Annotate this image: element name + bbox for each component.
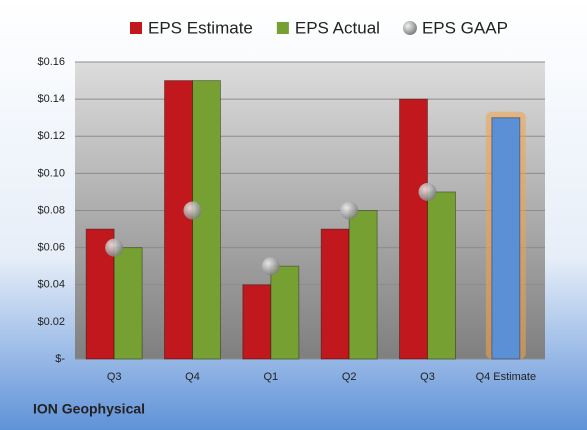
legend-marker [276, 22, 289, 34]
x-tick-label: Q4 [185, 371, 200, 383]
bar [320, 228, 350, 360]
gaap-marker [105, 238, 124, 257]
x-tick-label: Q2 [342, 371, 357, 383]
bar [113, 247, 143, 360]
bar [348, 210, 378, 360]
bar [85, 228, 115, 360]
gaap-marker [340, 201, 359, 220]
gaap-marker [183, 201, 202, 220]
bar [192, 80, 221, 360]
y-tick-label: $0.06 [37, 242, 65, 254]
legend-marker [402, 21, 417, 35]
y-tick-label: $0.16 [37, 56, 65, 68]
legend-label: EPS Actual [295, 18, 380, 37]
legend-label: EPS GAAP [422, 18, 508, 37]
x-tick-label: Q1 [263, 371, 278, 383]
x-tick-label: Q3 [107, 371, 122, 383]
bar [491, 117, 521, 360]
gaap-marker [418, 182, 437, 201]
x-tick-label: Q3 [420, 371, 435, 383]
y-tick-label: $- [55, 353, 65, 365]
y-tick-label: $0.04 [37, 279, 65, 291]
bar [399, 98, 428, 360]
bar [270, 265, 300, 360]
y-tick-label: $0.14 [37, 93, 65, 105]
bar [164, 80, 193, 360]
gaap-marker [261, 257, 280, 276]
footer: ION Geophysical [33, 401, 145, 417]
legend-marker [130, 22, 142, 34]
legend-label: EPS Estimate [148, 18, 253, 37]
y-tick-label: $0.08 [37, 204, 65, 216]
y-tick-label: $0.02 [37, 316, 65, 328]
y-tick-label: $0.10 [37, 167, 65, 179]
bar [242, 284, 272, 360]
bar [427, 191, 456, 360]
y-tick-label: $0.12 [37, 130, 65, 142]
x-tick-label: Q4 Estimate [476, 371, 537, 383]
